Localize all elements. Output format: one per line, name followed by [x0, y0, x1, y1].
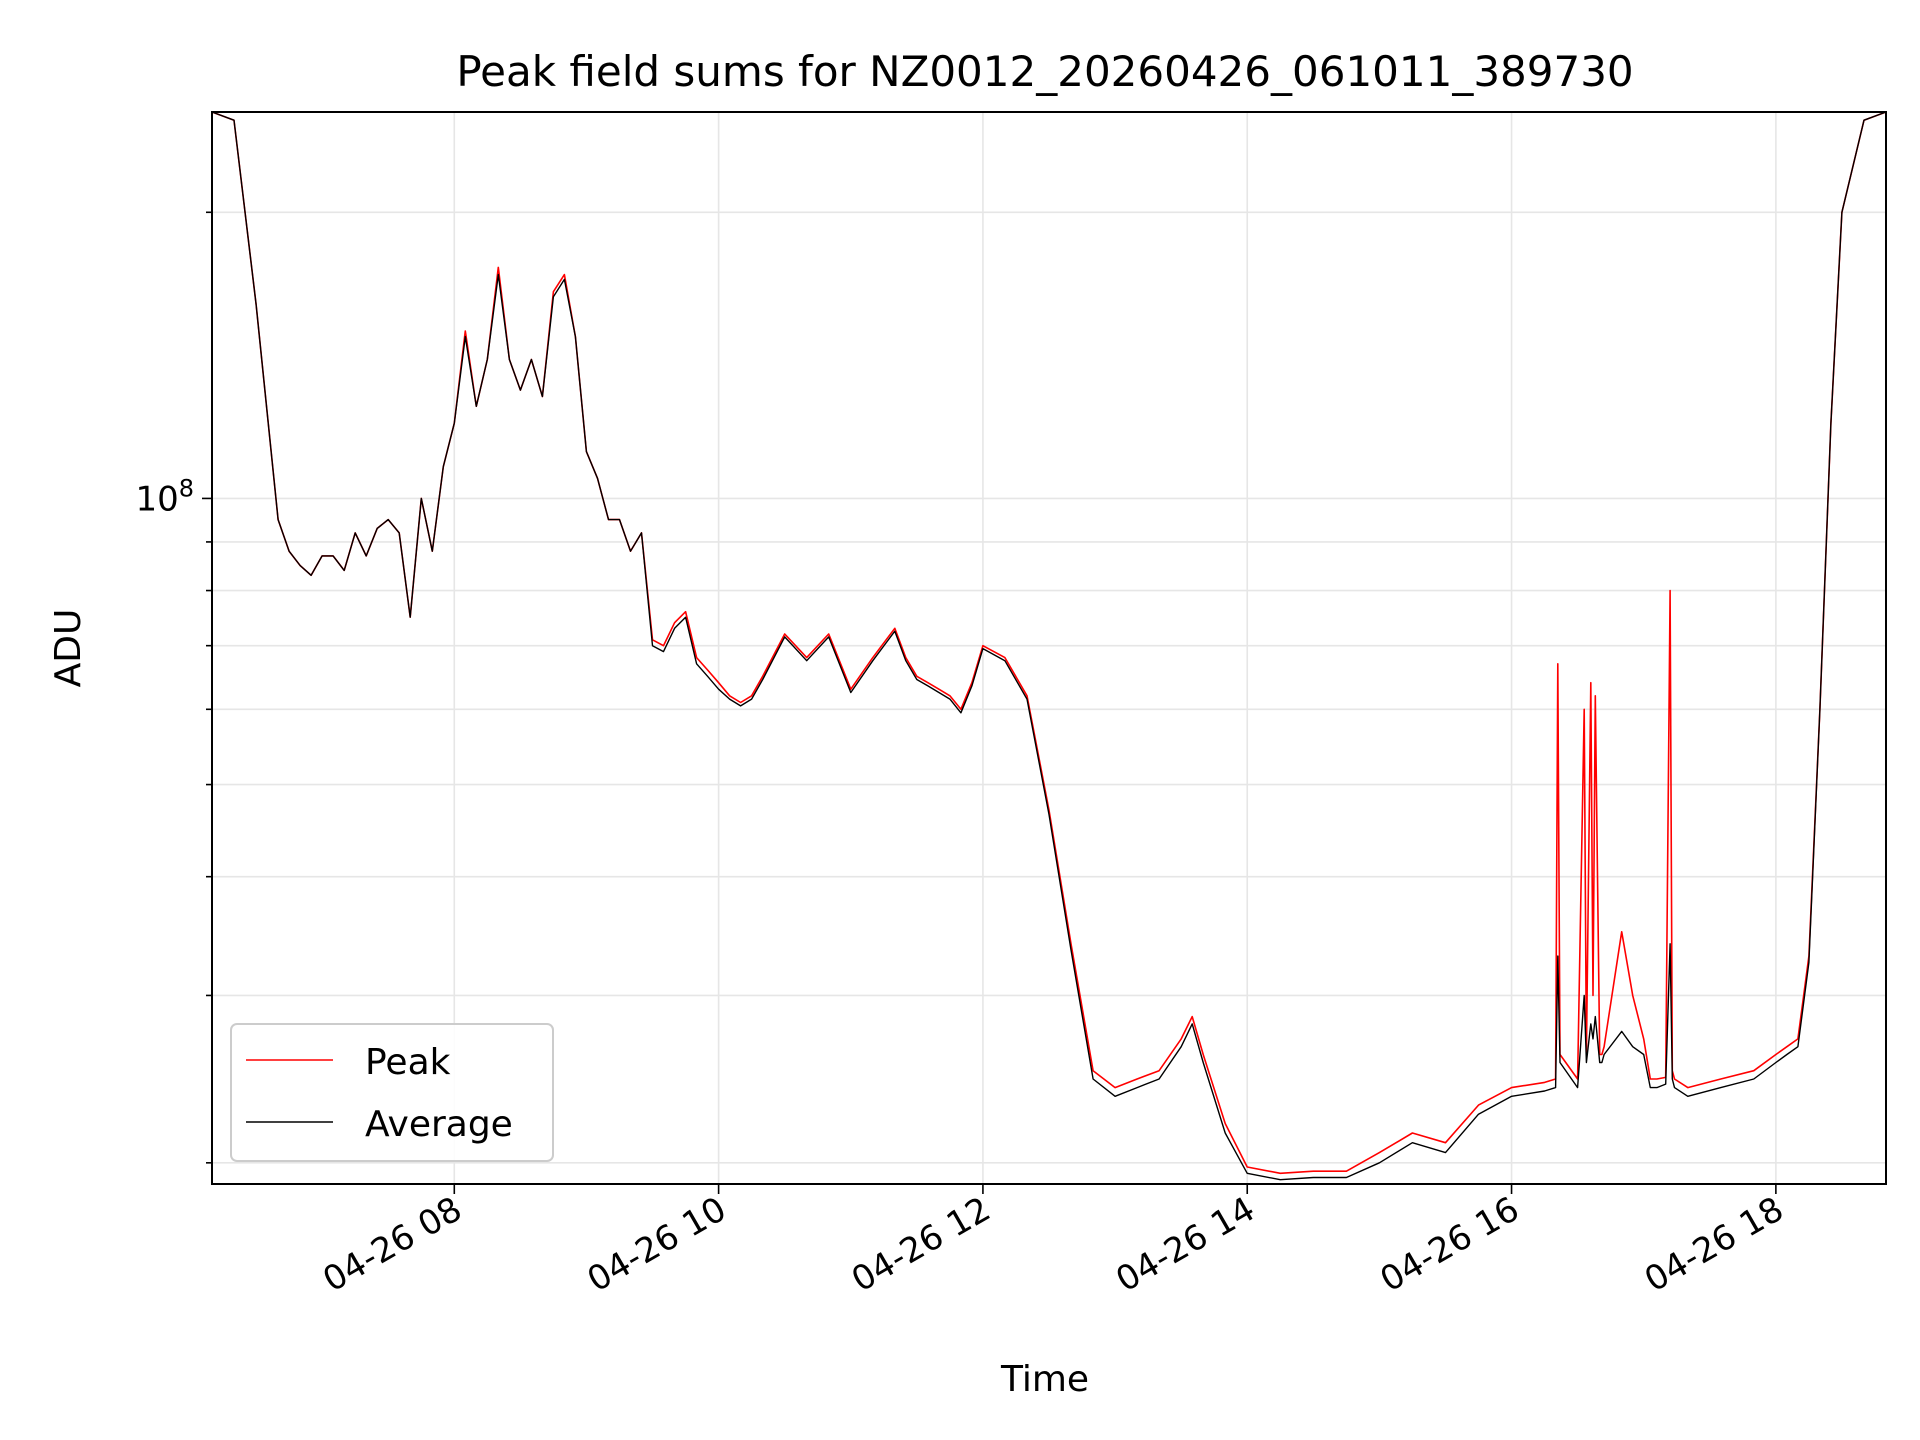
plot-frame — [211, 111, 1887, 1185]
chart-title: Peak field sums for NZ0012_20260426_0610… — [456, 47, 1633, 96]
series-lines — [211, 111, 1887, 1181]
legend-average-label: Average — [365, 1104, 513, 1145]
series-line-average — [211, 111, 1887, 1181]
x-axis-label: Time — [1000, 1359, 1089, 1400]
legend: Peak Average — [230, 1023, 554, 1162]
y-axis-ticks: 108 — [135, 211, 212, 1164]
grid — [212, 112, 1886, 1184]
y-axis-label: ADU — [48, 609, 89, 688]
y-tick-label: 108 — [135, 474, 194, 519]
legend-box — [230, 1023, 554, 1162]
legend-peak-label: Peak — [365, 1042, 451, 1083]
